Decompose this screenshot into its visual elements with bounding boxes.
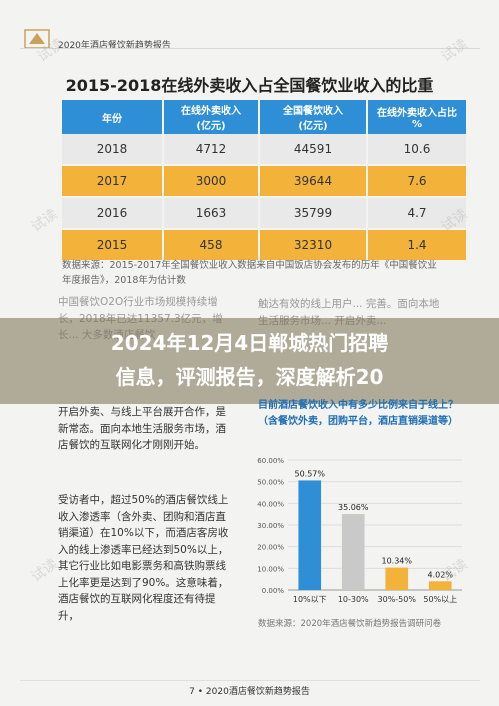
bar-value-label: 4.02%	[428, 570, 454, 579]
table-cell: 7.6	[367, 165, 468, 198]
headline-line-1: 2024年12月4日郸城热门招聘	[110, 331, 389, 355]
watermark: 试读	[28, 556, 61, 586]
chart-title: 目前酒店餐饮收入中有多少比例来自于线上？（含餐饮外卖，团购平台，酒店直销渠道等）	[258, 400, 458, 427]
table-cell: 3000	[163, 165, 260, 198]
table-header-cell: 年份	[62, 100, 164, 134]
headline-text: 2024年12月4日郸城热门招聘 信息，评测报告，深度解析20	[0, 326, 499, 394]
table-cell: 2016	[62, 197, 164, 230]
bar	[298, 480, 322, 590]
chart-source-note: 数据来源：2020年酒店餐饮新趋势报告调研问卷	[258, 619, 442, 629]
y-tick-label: 50.00%	[257, 479, 284, 487]
x-tick-label: 10%以下	[293, 595, 327, 604]
table-header-cell: 在线外卖收入 (亿元)	[163, 100, 260, 134]
bar-value-label: 10.34%	[381, 557, 412, 566]
table-source-note: 数据来源：2015-2017年全国餐饮业收入数据来自中国饭店协会发布的历年《中国…	[62, 260, 437, 286]
table-cell: 10.6	[367, 134, 468, 166]
bar	[428, 581, 452, 590]
bar-value-label: 50.57%	[294, 469, 325, 478]
headline-banner	[0, 318, 499, 404]
x-tick-label: 10-30%	[338, 595, 369, 604]
y-tick-label: 60.00%	[257, 457, 284, 465]
table-cell: 35799	[259, 197, 368, 230]
page-footer: 7 • 2020酒店餐饮新趋势报告	[189, 687, 310, 697]
y-tick-label: 40.00%	[257, 500, 284, 508]
table-cell: 4712	[163, 134, 260, 166]
footer-divider	[20, 680, 480, 681]
table-cell: 2015	[62, 229, 164, 262]
x-tick-label: 50%以上	[423, 595, 457, 604]
table-header-cell: 全国餐饮收入 (亿元)	[259, 100, 368, 134]
bar-value-label: 35.06%	[338, 503, 369, 512]
online-revenue-chart: 0.00% 10.00% 20.00% 30.00% 40.00% 50.00% 60.00…	[257, 457, 462, 604]
left-paragraph-2: 受访者中，超过50%的酒店餐饮线上收入渗透率（含外卖、团购和酒店直销渠道）在10…	[58, 494, 229, 622]
watermark: 试读	[28, 206, 61, 236]
table-cell: 458	[163, 229, 260, 262]
bar	[385, 567, 409, 590]
y-tick-label: 0.00%	[262, 587, 285, 595]
section-title: 2015-2018在线外卖收入占全国餐饮业收入的比重	[65, 76, 434, 95]
y-tick-label: 10.00%	[257, 565, 284, 573]
header-title: 2020年酒店餐饮新趋势报告	[58, 41, 171, 51]
table-cell: 2017	[62, 165, 164, 198]
table-row: 2015 458 32310 1.4	[62, 229, 468, 262]
y-tick-label: 20.00%	[257, 544, 284, 552]
table-row: 2017 3000 39644 7.6	[62, 165, 468, 198]
table-cell: 32310	[259, 229, 368, 262]
left-paragraph-1: 开启外卖、与线上平台展开合作，是新常态。面向本地生活服务市场，酒店餐饮的互联网化…	[58, 406, 226, 451]
revenue-table: 年份 在线外卖收入 (亿元) 全国餐饮收入 (亿元) 在线外卖收入占比 % 20…	[62, 100, 468, 262]
table-row: 2016 1663 35799 4.7	[62, 197, 468, 230]
watermark: 试读	[438, 36, 471, 66]
table-cell: 1663	[163, 197, 260, 230]
table-cell: 1.4	[367, 229, 468, 262]
table-row: 2018 4712 44591 10.6	[62, 134, 468, 166]
table-cell: 44591	[259, 134, 368, 166]
table-header-row: 年份 在线外卖收入 (亿元) 全国餐饮收入 (亿元) 在线外卖收入占比 %	[62, 100, 468, 134]
y-tick-label: 30.00%	[257, 522, 284, 530]
table-cell: 2018	[62, 134, 164, 166]
table-cell: 39644	[259, 165, 368, 198]
table-header-cell: 在线外卖收入占比 %	[367, 100, 468, 134]
table-cell: 4.7	[367, 197, 468, 230]
header-divider	[20, 48, 480, 49]
x-tick-label: 30%-50%	[378, 595, 417, 604]
headline-line-2: 信息，评测报告，深度解析20	[115, 365, 384, 389]
bar	[341, 514, 365, 590]
